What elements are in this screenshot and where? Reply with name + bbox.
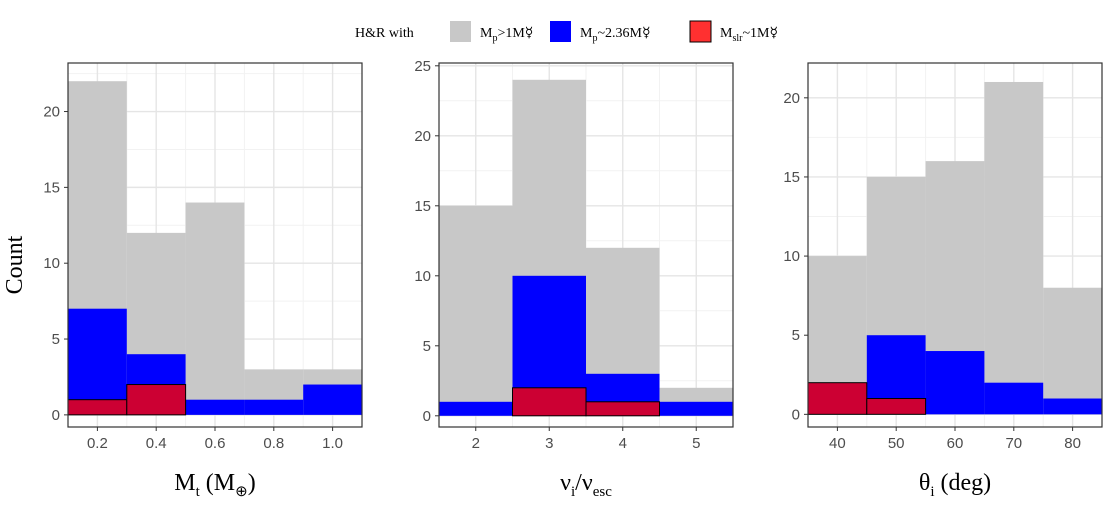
x-tick-label: 2 bbox=[472, 435, 480, 452]
legend-key-3 bbox=[689, 20, 712, 43]
x-tick-label: 70 bbox=[1005, 435, 1022, 452]
y-axis-title: Count bbox=[2, 235, 28, 294]
bar-series2-bin3 bbox=[925, 351, 985, 415]
bar-series2-bin4 bbox=[244, 399, 304, 415]
x-tick-label: 3 bbox=[545, 435, 553, 452]
bar-series1-bin4 bbox=[984, 81, 1044, 415]
panel-3: 40 50 60 70 80 0 5 10 15 20 θi (deg) bbox=[783, 62, 1103, 500]
bar-series1-bin5 bbox=[1043, 287, 1102, 415]
y-tick-label: 5 bbox=[52, 331, 60, 348]
panel-2: 2 3 4 5 0 5 10 15 20 25 νi/νesc bbox=[414, 58, 734, 500]
legend-label-3: Mslr~1M☿ bbox=[720, 26, 778, 44]
x-tick-label: 60 bbox=[947, 435, 964, 452]
x-tick-label: 0.8 bbox=[263, 435, 284, 452]
y-tick-label: 10 bbox=[414, 268, 431, 285]
legend: H&R with Mp>1M☿ Mp~2.36M☿ Mslr~1M☿ bbox=[355, 20, 778, 44]
y-tick-label: 5 bbox=[423, 338, 431, 355]
bar-series2-bin5 bbox=[1043, 398, 1102, 415]
y-tick-label: 20 bbox=[43, 104, 60, 121]
x-axis-title: Mt (M⊕) bbox=[174, 470, 255, 500]
y-tick-label: 5 bbox=[792, 327, 800, 344]
x-tick-label: 5 bbox=[692, 435, 700, 452]
x-tick-label: 1.0 bbox=[322, 435, 343, 452]
panel-1: 0.2 0.4 0.6 0.8 1.0 0 5 10 15 20 Mt (M⊕) bbox=[43, 62, 363, 500]
bar-series2-bin1 bbox=[68, 308, 127, 415]
bar-series3-bin2 bbox=[866, 398, 927, 415]
x-tick-label: 50 bbox=[888, 435, 905, 452]
y-tick-label: 10 bbox=[43, 255, 60, 272]
bar-series2-bin4 bbox=[984, 382, 1044, 415]
bar-series1-bin3 bbox=[185, 202, 245, 415]
bar-series3-bin1 bbox=[807, 382, 868, 415]
y-tick-label: 20 bbox=[783, 90, 800, 107]
x-axis-title: νi/νesc bbox=[560, 470, 612, 500]
bar-series3-bin2 bbox=[512, 387, 587, 417]
panel-border bbox=[438, 62, 734, 428]
legend-label-1: Mp>1M☿ bbox=[480, 26, 533, 44]
legend-label-2: Mp~2.36M☿ bbox=[580, 26, 651, 44]
legend-key-2 bbox=[550, 21, 571, 42]
legend-title: H&R with bbox=[355, 26, 414, 41]
x-tick-label: 0.4 bbox=[146, 435, 167, 452]
x-tick-label: 40 bbox=[829, 435, 846, 452]
y-tick-label: 0 bbox=[52, 407, 60, 424]
bar-series2-bin3 bbox=[185, 399, 245, 415]
y-tick-label: 0 bbox=[792, 406, 800, 423]
x-axis-title: θi (deg) bbox=[919, 470, 991, 500]
y-tick-label: 15 bbox=[783, 169, 800, 186]
bar-series3-bin2 bbox=[126, 384, 187, 416]
x-tick-label: 4 bbox=[619, 435, 627, 452]
y-tick-label: 15 bbox=[43, 179, 60, 196]
bar-series2-bin1 bbox=[439, 401, 513, 416]
y-tick-label: 0 bbox=[423, 408, 431, 425]
bar-series3-bin1 bbox=[67, 399, 128, 416]
bar-series2-bin5 bbox=[303, 384, 362, 415]
x-tick-label: 0.2 bbox=[87, 435, 108, 452]
legend-key-1 bbox=[450, 21, 471, 42]
y-tick-label: 15 bbox=[414, 198, 431, 215]
y-tick-label: 10 bbox=[783, 248, 800, 265]
y-tick-label: 20 bbox=[414, 128, 431, 145]
bar-series2-bin4 bbox=[659, 401, 733, 416]
y-tick-label: 25 bbox=[414, 58, 431, 75]
x-tick-label: 0.6 bbox=[205, 435, 226, 452]
x-tick-label: 80 bbox=[1064, 435, 1081, 452]
bar-series1-bin1 bbox=[439, 205, 513, 416]
bar-series3-bin3 bbox=[585, 401, 660, 417]
